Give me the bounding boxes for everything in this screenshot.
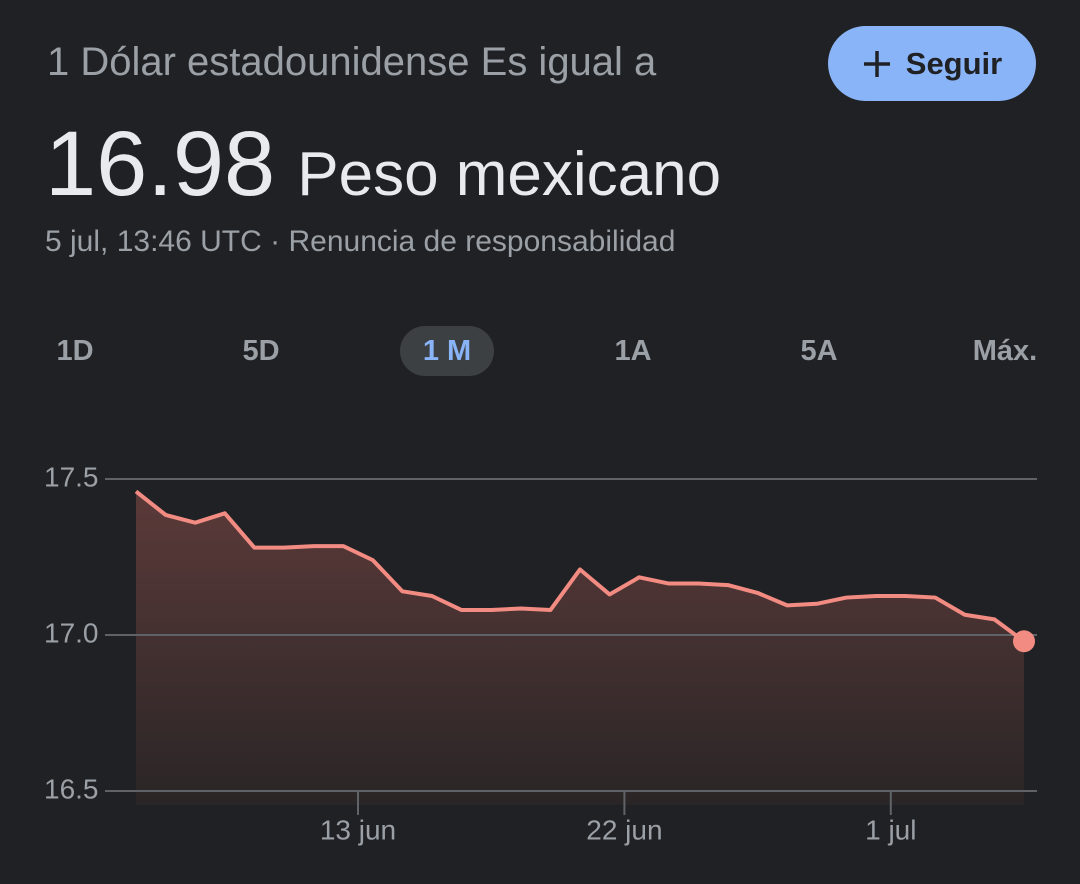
range-tabs: 1D 5D 1 M 1A 5A Máx. bbox=[28, 326, 1052, 376]
rate-value: 16.98 bbox=[45, 113, 276, 215]
range-tab[interactable]: 1D bbox=[56, 335, 94, 367]
last-point bbox=[1013, 630, 1035, 653]
y-tick-label: 16.5 bbox=[44, 773, 99, 804]
x-tick-label: 1 jul bbox=[865, 814, 916, 845]
plus-icon bbox=[863, 50, 890, 77]
x-tick-label: 13 jun bbox=[320, 814, 396, 845]
y-tick-label: 17.5 bbox=[44, 461, 99, 492]
y-tick-label: 17.0 bbox=[44, 617, 99, 648]
rate-row: 16.98 Peso mexicano bbox=[45, 112, 721, 217]
timestamp-row: 5 jul, 13:46 UTC · Renuncia de responsab… bbox=[45, 225, 675, 259]
area bbox=[136, 491, 1024, 805]
timestamp: 5 jul, 13:46 UTC bbox=[45, 225, 262, 258]
follow-label: Seguir bbox=[905, 45, 1003, 81]
follow-button[interactable]: Seguir bbox=[828, 26, 1036, 101]
range-tab[interactable]: 5A bbox=[800, 335, 838, 367]
range-tab[interactable]: Máx. bbox=[972, 335, 1038, 367]
line bbox=[134, 489, 1026, 643]
range-tab[interactable]: 5D bbox=[242, 335, 280, 367]
range-tab[interactable]: 1 M bbox=[400, 326, 494, 376]
title: 1 Dólar estadounidense Es igual a bbox=[47, 40, 657, 84]
x-tick-label: 22 jun bbox=[586, 814, 662, 845]
separator: · bbox=[270, 225, 281, 258]
currency: Peso mexicano bbox=[297, 140, 722, 209]
range-tab[interactable]: 1A bbox=[614, 335, 652, 367]
disclaimer-link[interactable]: Renuncia de responsabilidad bbox=[288, 225, 676, 258]
